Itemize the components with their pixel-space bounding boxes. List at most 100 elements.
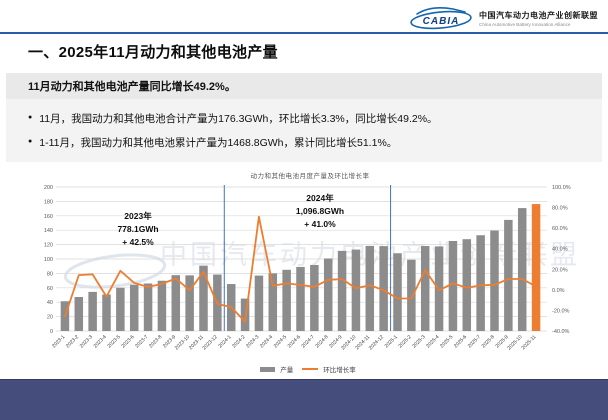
production-bar (88, 291, 97, 331)
x-axis-tick-label: 2024-6 (287, 334, 302, 349)
y-axis-tick-label: 200 (44, 185, 53, 191)
production-bar (254, 275, 264, 331)
highlight-text: 11月动力和其他电池产量同比增长49.2%。 (28, 81, 236, 93)
y-axis-tick-label: 140 (44, 228, 53, 234)
production-bar (185, 275, 194, 331)
production-bar (296, 266, 305, 331)
x-axis-tick-label: 2025-5 (439, 334, 454, 349)
x-axis-tick-label: 2025-1 (384, 334, 399, 349)
cabia-logo-swoosh-icon: CABIA (410, 7, 472, 30)
chart-title: 动力和其他电池月度产量及环比增长率 (250, 173, 370, 180)
y-axis-tick-label: 20 (47, 315, 53, 321)
x-axis-tick-label: 2025-2 (398, 334, 413, 349)
legend-label-production: 产量 (280, 367, 294, 374)
annotation-growth: + 41.0% (304, 219, 336, 229)
x-axis-tick-label: 2024-4 (259, 334, 274, 349)
org-names: 中国汽车动力电池产业创新联盟 China Automotive Battery … (479, 10, 598, 27)
y2-axis-tick-label: 100.0% (552, 185, 571, 191)
header-logo: CABIA 中国汽车动力电池产业创新联盟 China Automotive Ba… (409, 5, 598, 31)
org-name-en: China Automotive Battery Innovation Alli… (479, 21, 571, 27)
watermark-logo-swoosh (63, 253, 167, 289)
production-bar (116, 287, 125, 331)
y-axis-tick-label: 80 (47, 271, 53, 277)
y2-axis-tick-label: 40.0% (552, 247, 568, 253)
svg-text:CABIA: CABIA (423, 16, 460, 27)
bullet-list: ● 11月，我国动力和其他电池合计产量为176.3GWh，环比增长3.3%，同比… (6, 99, 602, 162)
legend-line-swatch (302, 368, 319, 370)
x-axis-tick-label: 2024-3 (245, 334, 260, 349)
annotation-2024: 2024年 1,096.8GWh + 41.0% (270, 192, 370, 231)
x-axis-tick-label: 2023-7 (134, 334, 149, 349)
production-bar (351, 249, 361, 331)
x-axis-tick-label: 2023-1 (51, 334, 66, 349)
production-bar (420, 246, 430, 331)
production-bar (490, 230, 499, 331)
x-axis-tick-label: 2023-6 (120, 334, 135, 349)
production-bar (476, 235, 485, 331)
bullet-text: 11月，我国动力和其他电池合计产量为176.3GWh，环比增长3.3%，同比增长… (39, 113, 438, 125)
x-axis-tick-label: 2023-12 (202, 334, 219, 351)
monthly-production-chart: 动力和其他电池月度产量及环比增长率 中国汽车动力电池产业创新联盟20018016… (30, 168, 590, 380)
x-axis-tick-label: 2024-7 (301, 334, 316, 349)
production-bar (504, 219, 513, 331)
x-axis-tick-label: 2023-8 (148, 334, 163, 349)
page-title: 一、2025年11月动力和其他电池产量 (28, 44, 278, 61)
legend-bar-swatch (260, 366, 276, 372)
bullet-dot-icon: ● (28, 137, 33, 145)
y-axis-tick-label: 0 (50, 329, 53, 335)
annotation-year: 2023年 (124, 211, 152, 221)
annotation-2023: 2023年 778.1GWh + 42.5% (88, 210, 188, 249)
production-bar (282, 269, 291, 331)
y2-axis-tick-label: 0.0% (552, 288, 565, 294)
production-bar (310, 264, 319, 331)
y2-axis-tick-label: 80.0% (552, 206, 568, 212)
x-axis-tick-label: 2023-4 (93, 334, 108, 349)
bullet-text: 1-11月，我国动力和其他电池累计产量为1468.8GWh，累计同比增长51.1… (39, 137, 398, 149)
y2-axis-tick-label: 20.0% (552, 267, 568, 273)
x-axis-tick-label: 2025-7 (467, 334, 482, 349)
production-bar (365, 245, 375, 331)
production-bar (143, 283, 153, 331)
production-bar (517, 208, 527, 331)
production-bar (129, 284, 139, 331)
production-bar (240, 298, 250, 331)
production-bar (171, 275, 181, 331)
x-axis-tick-label: 2023-3 (79, 334, 94, 349)
footer-bar (0, 379, 608, 420)
production-bar (531, 204, 541, 331)
y2-axis-tick-label: -20.0% (552, 308, 570, 314)
production-bar (157, 280, 167, 331)
highlight-band: 11月动力和其他电池产量同比增长49.2%。 (6, 73, 602, 99)
y2-axis-tick-label: 60.0% (552, 226, 568, 232)
annotation-total: 1,096.8GWh (295, 206, 345, 216)
org-name-zh: 中国汽车动力电池产业创新联盟 (479, 10, 598, 20)
legend-label-growth: 环比增长率 (323, 367, 356, 374)
annotation-year: 2024年 (306, 193, 334, 203)
production-bar (268, 273, 278, 331)
x-axis-tick-label: 2025-4 (425, 334, 440, 349)
annotation-growth: + 42.5% (122, 237, 154, 247)
bullet-item: ● 1-11月，我国动力和其他电池累计产量为1468.8GWh，累计同比增长51… (28, 135, 602, 150)
production-bar (102, 294, 111, 331)
chart-plot: 中国汽车动力电池产业创新联盟20018016014012010080604020… (44, 185, 577, 351)
production-bar (323, 258, 333, 331)
x-axis-tick-label: 2024-5 (273, 334, 288, 349)
y-axis-tick-label: 180 (44, 199, 53, 205)
x-axis-tick-label: 2024-1 (217, 334, 232, 349)
annotation-total: 778.1GWh (117, 224, 159, 234)
y-axis-tick-label: 40 (47, 300, 53, 306)
header-divider (0, 32, 608, 34)
x-axis-tick-label: 2025-6 (453, 334, 468, 349)
production-bar (407, 259, 416, 331)
x-axis-tick-label: 2024-12 (368, 334, 385, 351)
y-axis-tick-label: 120 (44, 243, 53, 249)
production-bar (448, 241, 458, 331)
mom-growth-line (64, 215, 538, 323)
chart-legend: 产量 环比增长率 (230, 364, 390, 374)
bullet-dot-icon: ● (28, 113, 33, 121)
y-axis-tick-label: 160 (44, 214, 53, 220)
y-axis-tick-label: 100 (44, 257, 53, 263)
production-bar (393, 253, 402, 331)
production-bar (74, 297, 84, 331)
